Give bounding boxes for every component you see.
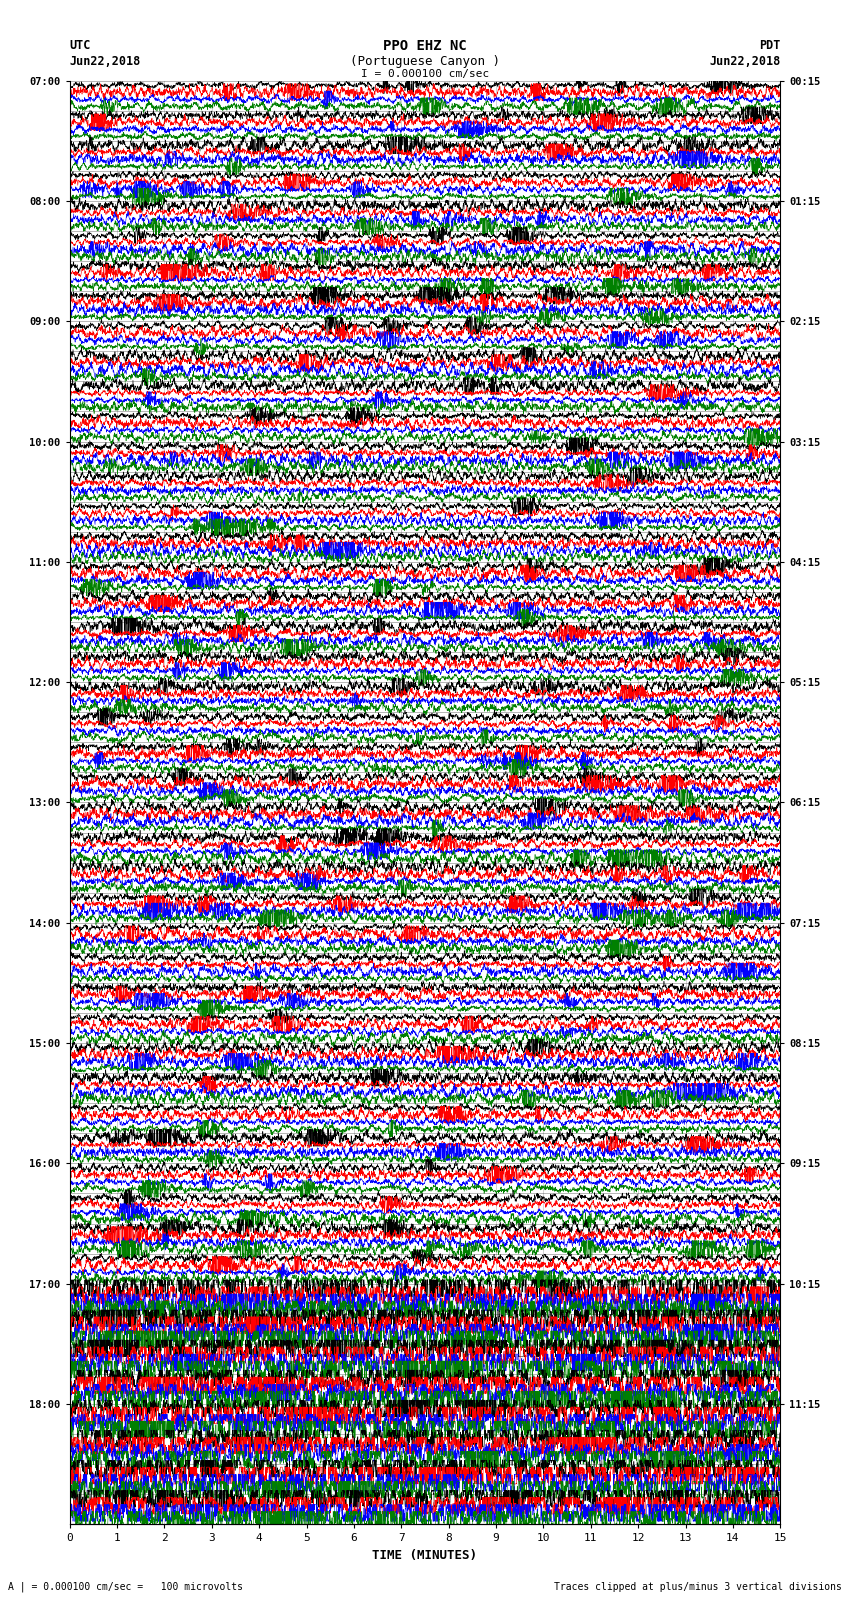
Text: PPO EHZ NC: PPO EHZ NC: [383, 39, 467, 53]
Text: UTC: UTC: [70, 39, 91, 52]
X-axis label: TIME (MINUTES): TIME (MINUTES): [372, 1548, 478, 1561]
Text: Jun22,2018: Jun22,2018: [70, 55, 141, 68]
Text: Traces clipped at plus/minus 3 vertical divisions: Traces clipped at plus/minus 3 vertical …: [553, 1582, 842, 1592]
Text: Jun22,2018: Jun22,2018: [709, 55, 780, 68]
Text: A | = 0.000100 cm/sec =   100 microvolts: A | = 0.000100 cm/sec = 100 microvolts: [8, 1581, 243, 1592]
Text: (Portuguese Canyon ): (Portuguese Canyon ): [350, 55, 500, 68]
Text: I = 0.000100 cm/sec: I = 0.000100 cm/sec: [361, 69, 489, 79]
Text: PDT: PDT: [759, 39, 780, 52]
